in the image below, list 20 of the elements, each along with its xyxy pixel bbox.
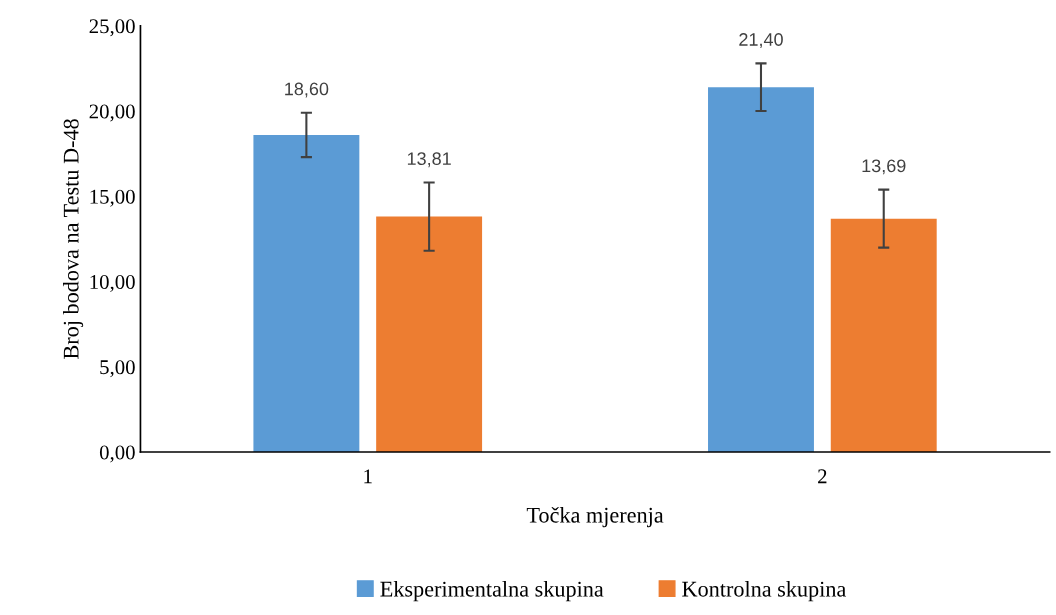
bar	[253, 134, 360, 453]
y-tick-label: 15,00	[90, 189, 135, 207]
x-tick-label: 1	[364, 469, 372, 484]
y-tick-label: 10,00	[90, 274, 135, 292]
y-tick-label: 5,00	[100, 360, 135, 378]
data-label: 18,60	[285, 82, 329, 98]
data-label: 13,69	[862, 159, 906, 175]
x-tick-label: 2	[818, 469, 827, 484]
y-tick-label: 0,00	[99, 445, 135, 463]
y-tick-label: 25,00	[89, 19, 135, 37]
legend-label: Eksperimentalna skupina	[380, 581, 604, 602]
legend-label: Kontrolna skupina	[682, 581, 847, 602]
bar	[708, 87, 814, 453]
data-label: 21,40	[739, 33, 783, 49]
x-axis-title: Točka mjerenja	[526, 507, 664, 528]
y-tick-label: 20,00	[89, 104, 135, 122]
y-axis-title: Broj bodova na Testu D-48	[63, 119, 84, 359]
bar	[830, 218, 937, 453]
bar	[376, 216, 483, 453]
data-label: 13,81	[407, 152, 451, 168]
